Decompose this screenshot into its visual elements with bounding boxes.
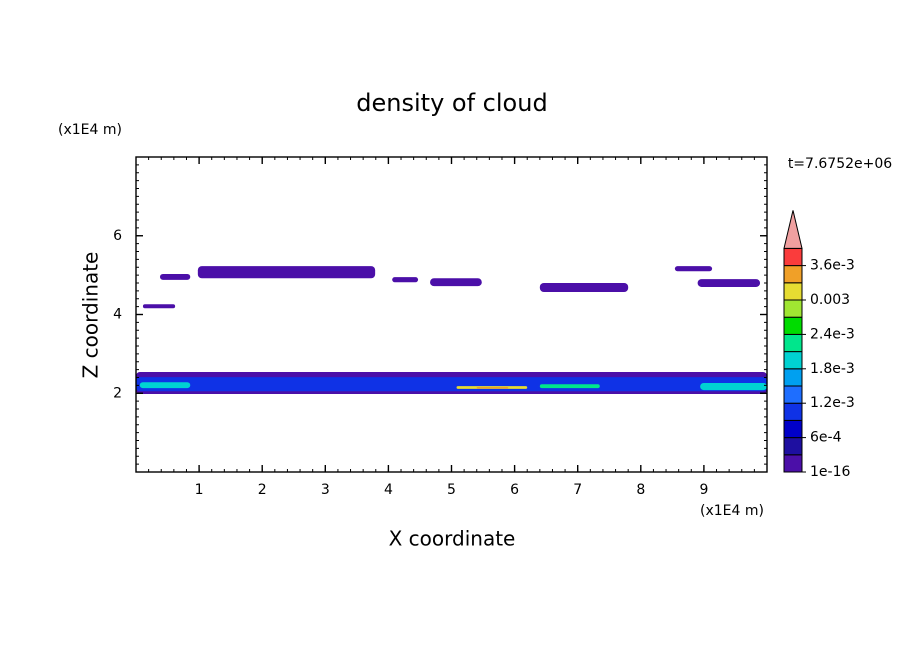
contour-region (697, 279, 761, 287)
chart-title: density of cloud (356, 89, 547, 117)
colorbar-label: 1.2e-3 (810, 395, 855, 411)
colorbar-label: 1.8e-3 (810, 361, 855, 377)
x-tick-label: 7 (573, 482, 582, 498)
contour-region (136, 377, 767, 392)
colorbar-box (783, 437, 803, 456)
colorbar-box (783, 265, 803, 284)
colorbar-box (783, 299, 803, 318)
contour-region (197, 266, 376, 279)
contour-region (539, 283, 629, 293)
y-unit: (x1E4 m) (58, 122, 122, 138)
x-tick-label: 6 (510, 482, 519, 498)
colorbar-box (783, 282, 803, 301)
y-tick-label: 2 (113, 385, 122, 401)
colorbar-label: 3.6e-3 (810, 258, 855, 274)
contour-region (139, 382, 191, 389)
colorbar-box (783, 247, 803, 267)
colorbar-box (783, 454, 803, 473)
colorbar-box (783, 368, 803, 387)
x-tick-label: 4 (384, 482, 393, 498)
contour-region (142, 304, 176, 309)
contour-region (674, 266, 713, 272)
colorbar-box (783, 402, 803, 421)
plot-frame (135, 156, 768, 473)
y-tick-label: 6 (113, 228, 122, 244)
x-tick-label: 8 (636, 482, 645, 498)
x-tick-label: 9 (699, 482, 708, 498)
colorbar-box (783, 316, 803, 335)
contour-region (430, 278, 482, 287)
contour-region (539, 384, 600, 389)
colorbar-label: 2.4e-3 (810, 326, 855, 342)
contour-region (159, 273, 191, 280)
colorbar-box (783, 351, 803, 370)
contour-region (392, 277, 419, 283)
colorbar-box (783, 385, 803, 404)
time-annotation: t=7.6752e+06 (788, 156, 892, 172)
colorbar-arrow (783, 210, 803, 249)
colorbar-label: 0.003 (810, 292, 850, 308)
y-axis-label: Z coordinate (79, 252, 103, 379)
x-tick-label: 2 (258, 482, 267, 498)
colorbar-label: 6e-4 (810, 430, 842, 446)
x-tick-label: 1 (195, 482, 204, 498)
y-tick-label: 4 (113, 307, 122, 323)
x-tick-label: 3 (321, 482, 330, 498)
contour-region (476, 386, 509, 389)
colorbar-box (783, 333, 803, 353)
contour-region (700, 383, 767, 391)
x-tick-label: 5 (447, 482, 456, 498)
colorbar-box (783, 419, 803, 439)
x-unit: (x1E4 m) (700, 503, 764, 519)
x-axis-label: X coordinate (389, 527, 516, 551)
colorbar-label: 1e-16 (810, 464, 850, 480)
